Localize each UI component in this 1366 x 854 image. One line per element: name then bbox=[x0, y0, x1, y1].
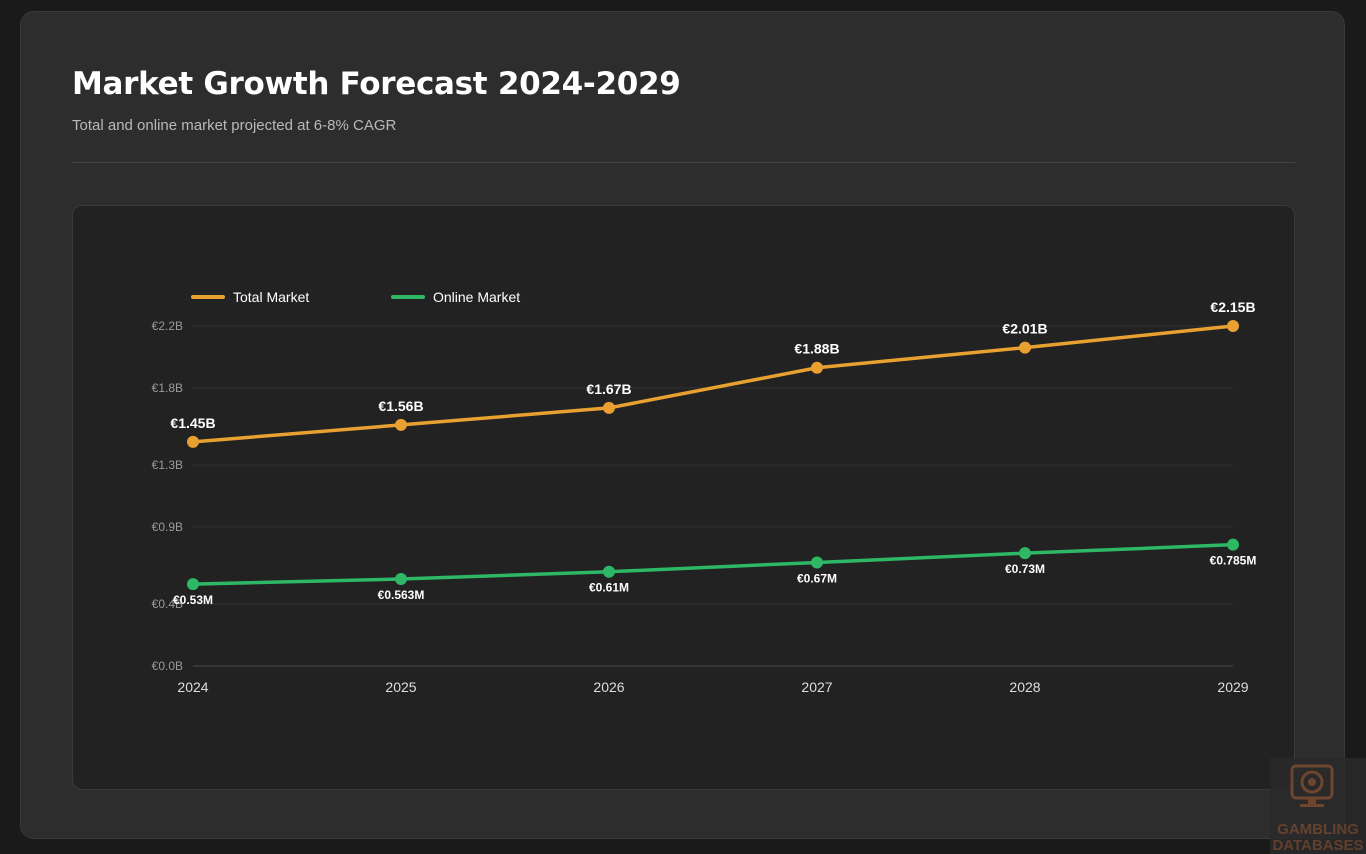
data-point bbox=[1019, 547, 1031, 560]
data-label: €0.67M bbox=[797, 571, 837, 585]
y-tick-label: €0.0B bbox=[152, 659, 183, 673]
legend-label: Total Market bbox=[233, 289, 309, 305]
legend-label: Online Market bbox=[433, 289, 520, 305]
watermark-text-line1: GAMBLING bbox=[1277, 821, 1359, 838]
page-title: Market Growth Forecast 2024-2029 bbox=[72, 66, 681, 102]
series-line bbox=[191, 324, 1235, 444]
data-point bbox=[811, 556, 823, 569]
data-point bbox=[1227, 538, 1239, 551]
header-divider bbox=[72, 162, 1295, 163]
casino-chip-monitor-icon bbox=[1290, 764, 1334, 807]
data-label: €1.67B bbox=[586, 381, 631, 397]
data-label: €0.563M bbox=[378, 588, 425, 602]
x-tick-label: 2024 bbox=[177, 679, 208, 695]
y-tick-label: €0.9B bbox=[152, 520, 183, 534]
y-tick-label: €0.4B bbox=[152, 597, 183, 611]
y-tick-label: €2.2B bbox=[152, 319, 183, 333]
line-chart: €0.0B €0.4B €0.9B €1.3B €1.8B €2.2B 2024 2025 20… bbox=[152, 289, 1257, 695]
chart-panel: €0.0B €0.4B €0.9B €1.3B €1.8B €2.2B 2024 2025 20… bbox=[72, 205, 1295, 790]
x-tick-label: 2028 bbox=[1009, 679, 1040, 695]
data-label: €0.61M bbox=[589, 581, 629, 595]
data-point bbox=[187, 578, 199, 591]
data-label: €0.73M bbox=[1005, 562, 1045, 576]
data-point bbox=[1227, 320, 1239, 332]
data-point bbox=[187, 435, 199, 448]
data-point bbox=[1019, 341, 1031, 354]
x-tick-label: 2029 bbox=[1217, 679, 1248, 695]
y-tick-label: €1.3B bbox=[152, 458, 183, 472]
data-point bbox=[603, 565, 615, 578]
data-label: €1.88B bbox=[794, 341, 839, 357]
data-point bbox=[395, 572, 407, 585]
series-line bbox=[191, 542, 1235, 586]
data-label: €2.15B bbox=[1210, 299, 1255, 315]
data-point bbox=[603, 401, 615, 414]
data-label: €1.45B bbox=[170, 415, 215, 431]
x-tick-label: 2027 bbox=[801, 679, 832, 695]
y-tick-label: €1.8B bbox=[152, 381, 183, 395]
data-label: €0.53M bbox=[173, 593, 213, 607]
x-tick-label: 2025 bbox=[385, 679, 416, 695]
data-label: €2.01B bbox=[1002, 321, 1047, 337]
watermark-text-line2: DATABASES bbox=[1272, 837, 1363, 854]
data-point bbox=[395, 418, 407, 431]
forecast-card: Market Growth Forecast 2024-2029 Total a… bbox=[20, 11, 1345, 839]
data-label: €1.56B bbox=[378, 398, 423, 414]
page-subtitle: Total and online market projected at 6-8… bbox=[72, 117, 397, 134]
x-tick-label: 2026 bbox=[593, 679, 624, 695]
data-point bbox=[811, 361, 823, 374]
watermark-logo: GAMBLING DATABASES bbox=[1270, 758, 1366, 854]
data-label: €0.785M bbox=[1210, 554, 1257, 568]
